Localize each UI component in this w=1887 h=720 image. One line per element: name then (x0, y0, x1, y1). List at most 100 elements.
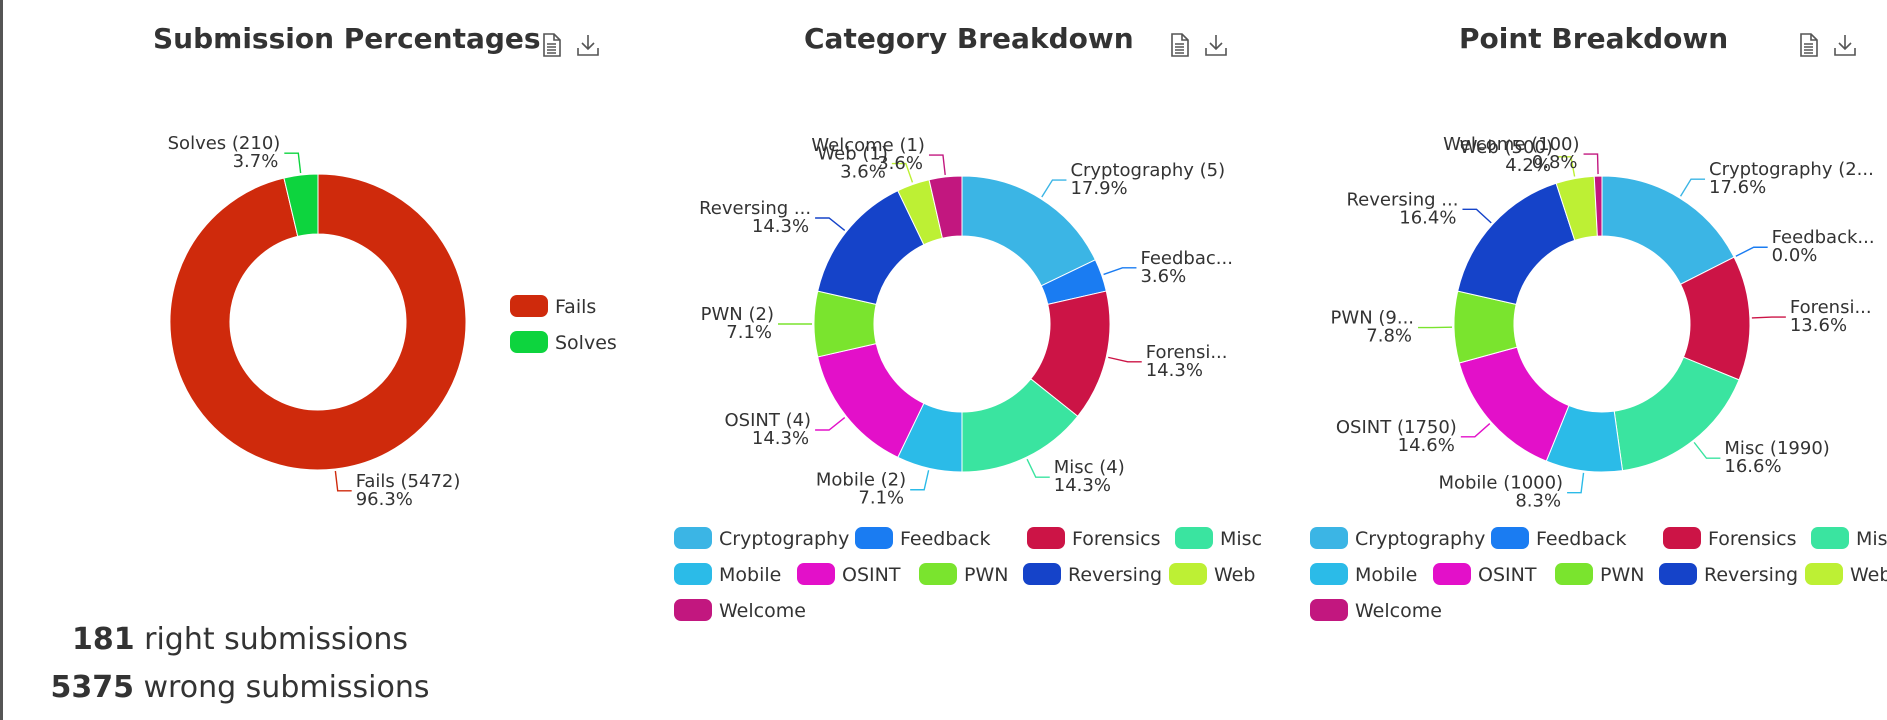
legend-swatch (1027, 527, 1065, 549)
download-button[interactable] (1202, 30, 1230, 60)
legend-item-mobile[interactable]: Mobile (674, 563, 781, 586)
slice-percent: 16.6% (1724, 456, 1781, 477)
document-icon (1800, 33, 1818, 57)
submission-percentages-panel: Fails (5472) 96.3% Solves (210) 3.7% Fails So… (0, 0, 640, 720)
chart-title: Point Breakdown (1459, 22, 1729, 55)
slice-label: Fails (5472) (356, 471, 461, 492)
slice-reversing[interactable] (1457, 182, 1576, 306)
legend-swatch (1811, 527, 1849, 549)
legend-item-pwn[interactable]: PWN (1555, 563, 1644, 586)
legend-swatch (1175, 527, 1213, 549)
download-icon (1834, 35, 1856, 56)
wrong-submissions-summary: 5375 wrong submissions (0, 670, 480, 705)
slice-welcome[interactable] (928, 175, 963, 239)
legend-item-fails[interactable]: Fails (510, 295, 596, 318)
legend-item-solves[interactable]: Solves (510, 331, 617, 354)
right-submissions-label: right submissions (144, 622, 409, 657)
leader-line (928, 154, 946, 176)
download-button[interactable] (1831, 30, 1859, 60)
legend-swatch (1310, 527, 1348, 549)
legend-item-reversing[interactable]: Reversing (1659, 563, 1798, 586)
data-view-button[interactable] (1795, 30, 1823, 60)
legend-label: Mobile (1355, 564, 1417, 586)
data-view-button[interactable] (1166, 30, 1194, 60)
leader-line (1041, 179, 1067, 198)
legend-item-cryptography[interactable]: Cryptography (674, 527, 849, 550)
document-icon (1171, 33, 1189, 57)
slice-label: Forensi... (1790, 297, 1872, 318)
legend-item-welcome[interactable]: Welcome (1310, 599, 1442, 622)
legend-item-misc[interactable]: Misc (1175, 527, 1262, 550)
legend-item-misc[interactable]: Misc (1811, 527, 1887, 550)
point-breakdown-panel: Cryptography (2... 17.6% Feedback... 0.0% Fo… (1260, 0, 1887, 720)
legend-swatch (510, 295, 548, 317)
legend-item-osint[interactable]: OSINT (797, 563, 901, 586)
slice-percent: 3.6% (840, 162, 886, 183)
slice-osint[interactable] (1458, 346, 1570, 462)
legend-swatch (1805, 563, 1843, 585)
slice-percent: 14.3% (752, 216, 809, 237)
slice-label: Forensi... (1146, 342, 1228, 363)
slice-percent: 13.6% (1790, 315, 1847, 336)
chart-title: Category Breakdown (804, 22, 1134, 55)
legend-item-cryptography[interactable]: Cryptography (1310, 527, 1485, 550)
legend-swatch (1169, 563, 1207, 585)
legend-label: PWN (1600, 564, 1644, 586)
slice-misc[interactable] (1613, 356, 1740, 472)
slice-label: Reversing ... (1346, 189, 1458, 210)
slice-label: Feedbac... (1140, 248, 1232, 269)
leader-line (1735, 246, 1768, 257)
legend-item-forensics[interactable]: Forensics (1027, 527, 1161, 550)
leader-line (1108, 356, 1142, 363)
chart-legend: Cryptography Feedback Forensics Misc Mobile O… (1310, 527, 1887, 622)
slice-percent: 0.0% (1772, 245, 1818, 266)
slice-label: Reversing ... (699, 198, 811, 219)
leader-line (1751, 316, 1786, 319)
legend-label: Cryptography (1355, 528, 1485, 550)
legend-swatch (1310, 563, 1348, 585)
leader-line (1462, 208, 1492, 224)
legend-label: Misc (1220, 528, 1262, 550)
legend-item-feedback[interactable]: Feedback (855, 527, 990, 550)
legend-label: Reversing (1704, 564, 1798, 586)
legend-swatch (674, 599, 712, 621)
page-left-border (0, 0, 3, 720)
legend-swatch (674, 527, 712, 549)
slice-solves[interactable] (283, 173, 319, 237)
slice-label: Cryptography (2... (1709, 159, 1874, 180)
legend-label: OSINT (842, 564, 901, 586)
download-button[interactable] (574, 30, 602, 60)
leader-line (1693, 441, 1721, 459)
leader-line (815, 217, 846, 232)
slice-percent: 17.9% (1070, 178, 1127, 199)
legend-item-forensics[interactable]: Forensics (1663, 527, 1797, 550)
slice-label: Solves (210) (168, 133, 281, 154)
category-breakdown-panel: Cryptography (5) 17.9% Feedbac... 3.6% Foren… (640, 0, 1262, 720)
legend-label: Mobile (719, 564, 781, 586)
legend-item-reversing[interactable]: Reversing (1023, 563, 1162, 586)
right-submissions-summary: 181 right submissions (0, 622, 480, 657)
slice-fails[interactable] (169, 173, 467, 471)
legend-swatch (510, 331, 548, 353)
donut-slices (169, 173, 467, 471)
slice-percent: 96.3% (356, 489, 413, 510)
slice-label: Web (1) (817, 144, 887, 165)
legend-item-pwn[interactable]: PWN (919, 563, 1008, 586)
donut-slices (1453, 175, 1751, 473)
legend-item-web[interactable]: Web (1805, 563, 1887, 586)
leader-line (1567, 472, 1585, 494)
data-view-button[interactable] (538, 30, 566, 60)
leader-line (1103, 267, 1137, 276)
legend-item-feedback[interactable]: Feedback (1491, 527, 1626, 550)
legend-item-web[interactable]: Web (1169, 563, 1255, 586)
leader-line (1583, 153, 1599, 175)
legend-swatch (1491, 527, 1529, 549)
slice-label: Feedback... (1772, 227, 1875, 248)
slice-label: Misc (4) (1054, 457, 1125, 478)
slice-percent: 3.7% (233, 151, 279, 172)
slice-welcome[interactable] (1593, 175, 1603, 237)
leader-line (815, 416, 846, 431)
legend-item-osint[interactable]: OSINT (1433, 563, 1537, 586)
legend-item-mobile[interactable]: Mobile (1310, 563, 1417, 586)
legend-item-welcome[interactable]: Welcome (674, 599, 806, 622)
